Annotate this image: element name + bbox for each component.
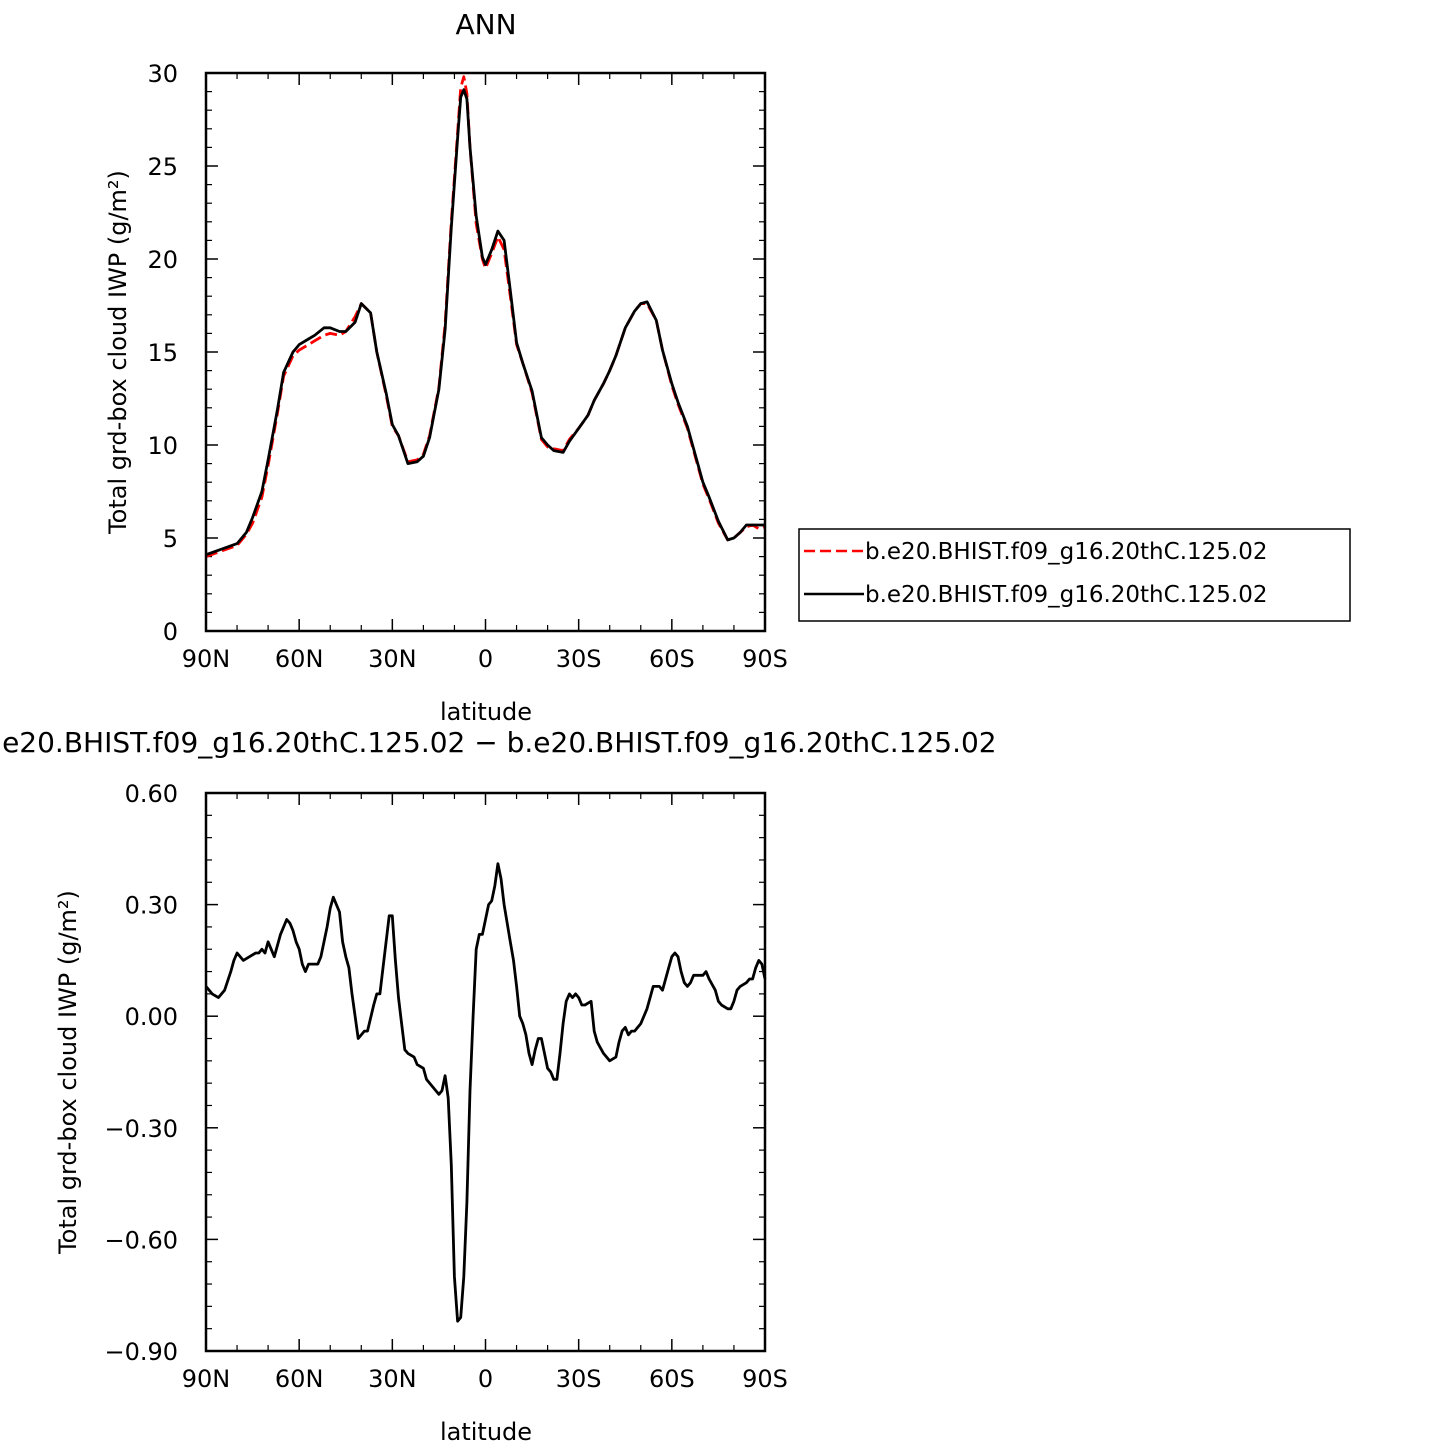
top-x-tick-label: 60N: [275, 645, 324, 673]
bottom-x-tick-label: 90S: [742, 1365, 788, 1393]
legend: b.e20.BHIST.f09_g16.20thC.125.02 b.e20.B…: [798, 528, 1351, 622]
top-x-tick-label: 30S: [556, 645, 602, 673]
top-y-axis-label: Total grd-box cloud IWP (g/m²): [104, 170, 132, 535]
top-x-tick-label: 90N: [182, 645, 231, 673]
bottom-y-axis-label: Total grd-box cloud IWP (g/m²): [54, 890, 82, 1255]
top-x-axis-label: latitude: [440, 698, 532, 726]
top-series-line-solid-1: [205, 88, 765, 557]
bottom-panel: b.e20.BHIST.f09_g16.20thC.125.02 − b.e20…: [0, 726, 997, 1446]
bottom-series-lines: [204, 862, 767, 1323]
top-y-tick-label: 15: [147, 339, 178, 367]
bottom-chart-title: b.e20.BHIST.f09_g16.20thC.125.02 − b.e20…: [0, 726, 997, 759]
top-x-tick-label: 30N: [368, 645, 417, 673]
top-y-tick-label: 10: [147, 432, 178, 460]
bottom-x-tick-label: 60N: [275, 1365, 324, 1393]
legend-entry-1: b.e20.BHIST.f09_g16.20thC.125.02: [865, 539, 1267, 565]
bottom-x-tick-label: 30N: [368, 1365, 417, 1393]
bottom-y-tick-label: 0.00: [125, 1003, 178, 1031]
top-x-tick-label: 0: [478, 645, 493, 673]
top-series-lines: [205, 75, 766, 558]
bottom-y-tick-label: 0.60: [125, 780, 178, 808]
legend-entry-2: b.e20.BHIST.f09_g16.20thC.125.02: [865, 582, 1267, 608]
bottom-x-tick-label: 90N: [182, 1365, 231, 1393]
top-x-tick-label: 90S: [742, 645, 788, 673]
top-panel: ANN Total grd-box cloud IWP (g/m²) latit…: [104, 8, 788, 726]
top-series-line-dashed-0: [205, 75, 766, 558]
top-y-tick-label: 0: [163, 618, 178, 646]
bottom-plot-frame: [204, 791, 767, 1353]
top-y-tick-label: 25: [147, 153, 178, 181]
top-chart-title: ANN: [455, 8, 516, 41]
top-y-tick-label: 20: [147, 246, 178, 274]
bottom-x-tick-label: 30S: [556, 1365, 602, 1393]
bottom-axis-ticks: 90N 60N 30N 0 30S 60S 90S −0.90 −0.60 −0.30 0.00 0.…: [104, 780, 787, 1393]
bottom-y-tick-label: −0.60: [104, 1226, 178, 1254]
legend-box: [798, 528, 1351, 622]
top-axis-ticks: 90N 60N 30N 0 30S 60S 90S 0 5 10 15 20 25 30: [147, 60, 787, 673]
top-y-tick-label: 30: [147, 60, 178, 88]
bottom-series-line-solid-0: [204, 862, 767, 1323]
bottom-x-tick-label: 0: [478, 1365, 493, 1393]
bottom-y-tick-label: −0.30: [104, 1115, 178, 1143]
top-x-tick-label: 60S: [649, 645, 695, 673]
top-plot-frame: [204, 71, 767, 633]
bottom-y-tick-label: 0.30: [125, 892, 178, 920]
bottom-x-axis-label: latitude: [440, 1418, 532, 1446]
top-y-tick-label: 5: [163, 525, 178, 553]
bottom-y-tick-label: −0.90: [104, 1338, 178, 1366]
bottom-x-tick-label: 60S: [649, 1365, 695, 1393]
